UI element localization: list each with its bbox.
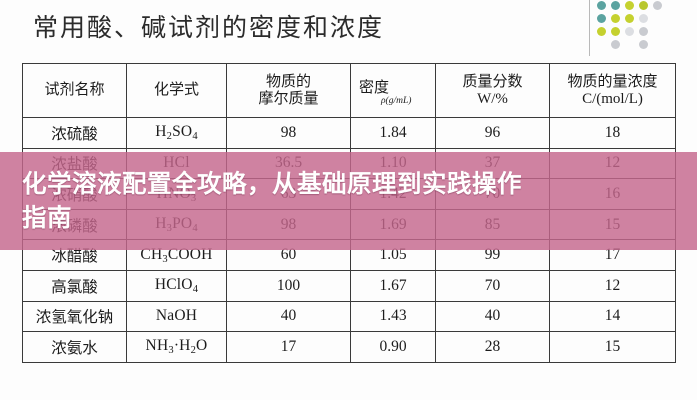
col-header-molar-concentration: 物质的量浓度 C/(mol/L) [549, 63, 676, 118]
decorative-dot [597, 27, 606, 36]
cell-mass-percent: 96 [435, 117, 550, 149]
col-header-percent-line2: W/% [477, 90, 508, 107]
col-header-density: 密度 ρ(g/mL) [350, 63, 436, 118]
page-title: 常用酸、碱试剂的密度和浓度 [33, 15, 385, 42]
overlay-banner-text: 化学溶液配置全攻略，从基础原理到实践操作 指南 [0, 152, 697, 250]
cell-chemical-formula: NaOH [126, 300, 227, 333]
cell-mass-percent: 28 [435, 331, 550, 363]
decorative-dot [611, 40, 620, 49]
cell-molar-mass: 98 [226, 117, 351, 149]
decorative-dot-grid [597, 1, 669, 49]
table-row: 浓硫酸 H2SO4 98 1.84 96 18 [22, 117, 676, 149]
cell-concentration: 12 [549, 269, 676, 302]
col-header-formula: 化学式 [126, 63, 227, 118]
decorative-dot [639, 27, 648, 36]
cell-reagent-name: 浓氨水 [22, 331, 127, 363]
cell-mass-percent: 40 [435, 300, 550, 333]
overlay-banner-background [0, 152, 697, 250]
col-header-percent-line1: 质量分数 [462, 73, 523, 90]
col-header-molar-mass: 物质的 摩尔质量 [226, 63, 351, 118]
cell-concentration: 18 [549, 117, 676, 149]
cell-chemical-formula: HClO4 [126, 269, 227, 302]
overlay-text-line-1: 化学溶液配置全攻略，从基础原理到实践操作 [22, 169, 522, 199]
decorative-dot [625, 27, 634, 36]
decorative-dot [625, 14, 634, 23]
col-header-molar-line2: 摩尔质量 [258, 90, 319, 107]
col-header-conc-line2: C/(mol/L) [582, 90, 643, 107]
decorative-dot [597, 1, 606, 10]
decorative-dot [611, 14, 620, 23]
cell-concentration: 14 [549, 300, 676, 333]
col-header-name: 试剂名称 [22, 63, 127, 118]
decorative-dot [639, 40, 648, 49]
col-header-mass-percent: 质量分数 W/% [435, 63, 550, 118]
cell-mass-percent: 70 [435, 269, 550, 302]
col-header-density-label: 密度 [359, 80, 390, 96]
cell-density: 1.43 [350, 300, 436, 333]
cell-density: 0.90 [350, 331, 436, 363]
cell-reagent-name: 浓氢氧化钠 [22, 300, 127, 333]
table-header: 试剂名称 化学式 物质的 摩尔质量 密度 ρ(g/mL) [22, 63, 676, 118]
decorative-dot [597, 14, 606, 23]
decorative-dot [653, 1, 662, 10]
cell-reagent-name: 高氯酸 [22, 269, 127, 302]
cell-density: 1.84 [350, 117, 436, 149]
decorative-dot [639, 1, 648, 10]
cell-molar-mass: 17 [226, 331, 351, 363]
overlay-text-line-2: 指南 [22, 203, 72, 232]
decorative-dot [639, 14, 648, 23]
col-header-density-units: ρ(g/mL) [381, 96, 412, 106]
header-divider [589, 0, 590, 56]
cell-density: 1.67 [350, 269, 436, 302]
decorative-dot [611, 27, 620, 36]
cell-reagent-name: 浓硫酸 [22, 117, 127, 149]
cell-concentration: 15 [549, 331, 676, 363]
table-row: 浓氢氧化钠 NaOH 40 1.43 40 14 [22, 300, 676, 333]
page-header: 常用酸、碱试剂的密度和浓度 [0, 0, 697, 62]
cell-chemical-formula: H2SO4 [126, 117, 227, 149]
density-header-cell: 密度 ρ(g/mL) [351, 64, 435, 117]
table-row: 浓氨水 NH3·H2O 17 0.90 28 15 [22, 331, 676, 363]
decorative-dot [625, 1, 634, 10]
cell-molar-mass: 100 [226, 269, 351, 302]
header-row: 试剂名称 化学式 物质的 摩尔质量 密度 ρ(g/mL) [22, 63, 676, 118]
cell-chemical-formula: NH3·H2O [126, 331, 227, 363]
col-header-conc-line1: 物质的量浓度 [567, 73, 658, 90]
col-header-name-label: 试剂名称 [44, 82, 105, 99]
col-header-formula-label: 化学式 [153, 82, 199, 99]
decorative-dot [611, 1, 620, 10]
col-header-molar-line1: 物质的 [265, 73, 311, 90]
table-row: 高氯酸 HClO4 100 1.67 70 12 [22, 269, 676, 302]
cell-molar-mass: 40 [226, 300, 351, 333]
